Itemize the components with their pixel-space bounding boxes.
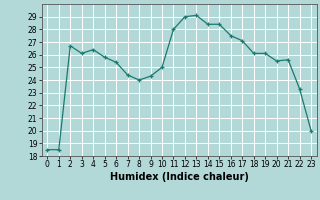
X-axis label: Humidex (Indice chaleur): Humidex (Indice chaleur) [110,172,249,182]
